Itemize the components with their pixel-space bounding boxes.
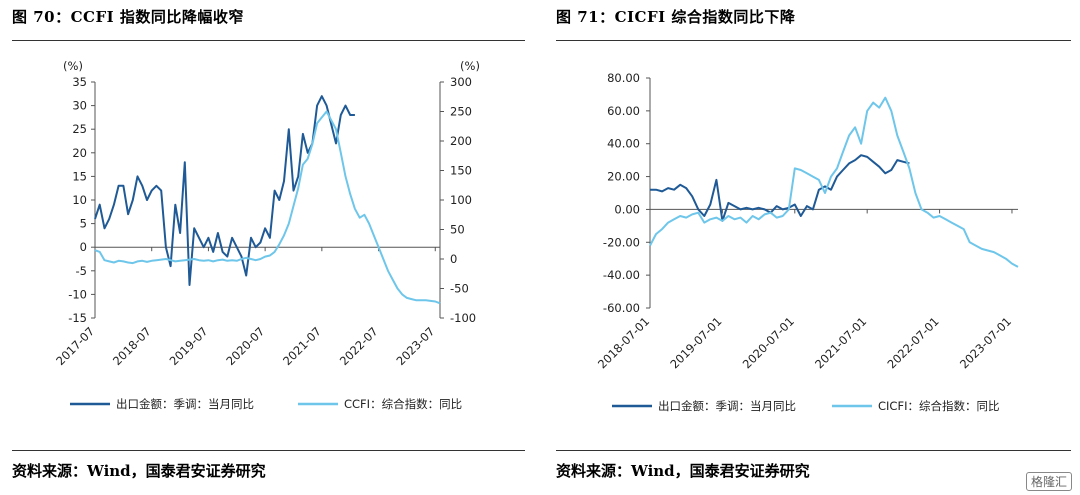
chart1-left-tick-label: 15 (72, 169, 87, 183)
chart2-y-tick-label: 60.00 (607, 104, 640, 118)
chart2-y-tick-label: -60.00 (603, 301, 640, 315)
chart2-top-rule (556, 40, 1071, 41)
chart1-x-tick-label: 2020-07 (223, 324, 267, 368)
chart2-series-line-1 (650, 154, 910, 222)
chart2-title: 图 71：CICFI 综合指数同比下降 (556, 8, 796, 26)
chart1-x-tick-label: 2023-07 (394, 324, 438, 368)
chart1-title: 图 70：CCFI 指数同比降幅收窄 (12, 8, 244, 26)
chart2-y-tick-label: -20.00 (603, 235, 640, 249)
chart1-left-tick-label: 30 (72, 99, 87, 113)
chart1-x-tick-label: 2022-07 (337, 324, 381, 368)
chart2-series-line-2 (649, 96, 1019, 268)
chart1-right-tick-label: 50 (450, 223, 465, 237)
chart1-right-tick-label: -100 (450, 311, 476, 325)
chart1-left-tick-label: 35 (72, 75, 87, 89)
chart1-right-tick-label: -50 (450, 282, 469, 296)
chart1-right-tick-label: 100 (450, 193, 472, 207)
chart2-y-tick-label: 40.00 (607, 137, 640, 151)
chart1-left-tick-label: -15 (68, 311, 87, 325)
chart1-x-tick-label: 2019-07 (167, 324, 211, 368)
chart1-left-tick-label: 0 (80, 240, 87, 254)
chart1-x-tick-label: 2021-07 (280, 324, 324, 368)
chart2-y-tick-label: 80.00 (607, 71, 640, 85)
chart1-x-tick-label: 2018-07 (110, 324, 154, 368)
chart2-x-tick-label: 2020-07-01 (740, 314, 797, 371)
chart2-y-tick-label: 0.00 (614, 202, 640, 216)
chart1-bottom-rule (12, 450, 525, 451)
chart1-series-line-2 (94, 110, 441, 305)
chart1-x-tick-label: 2017-07 (53, 324, 97, 368)
chart1-left-tick-label: 5 (80, 217, 87, 231)
chart2-x-tick-label: 2023-07-01 (957, 314, 1014, 371)
chart1-right-tick-label: 150 (450, 164, 472, 178)
chart1-right-tick-label: 300 (450, 75, 472, 89)
chart2-x-tick-label: 2022-07-01 (885, 314, 942, 371)
chart1-right-unit: (%) (460, 59, 480, 73)
chart1-right-tick-label: 200 (450, 134, 472, 148)
chart1-left-tick-label: 10 (72, 193, 87, 207)
chart1-top-rule (12, 40, 525, 41)
chart1-left-unit: (%) (63, 59, 83, 73)
chart1-right-tick-label: 250 (450, 105, 472, 119)
chart1-left-tick-label: 20 (72, 146, 87, 160)
chart2-x-tick-label: 2019-07-01 (667, 314, 724, 371)
watermark-logo: 格隆汇 (1025, 472, 1072, 491)
chart1-legend-label-1: 出口金额：季调：当月同比 (116, 397, 254, 411)
chart2-bottom-rule (556, 450, 1071, 451)
chart1-left-tick-label: 25 (72, 122, 87, 136)
chart1-legend-label-2: CCFI：综合指数：同比 (344, 397, 462, 411)
chart1-left-tick-label: -5 (76, 264, 87, 278)
chart1-left-tick-label: -10 (68, 287, 87, 301)
chart2-source: 资料来源：Wind，国泰君安证券研究 (556, 462, 810, 480)
chart1-right-tick-label: 0 (450, 252, 457, 266)
chart2-legend-label-2: CICFI：综合指数：同比 (878, 399, 999, 413)
chart2-y-tick-label: -40.00 (603, 268, 640, 282)
chart2-y-tick-label: 20.00 (607, 170, 640, 184)
chart2-x-tick-label: 2018-07-01 (595, 314, 652, 371)
chart2-x-tick-label: 2021-07-01 (812, 314, 869, 371)
chart2-legend-label-1: 出口金额：季调：当月同比 (658, 399, 796, 413)
chart1-source: 资料来源：Wind，国泰君安证券研究 (12, 462, 266, 480)
